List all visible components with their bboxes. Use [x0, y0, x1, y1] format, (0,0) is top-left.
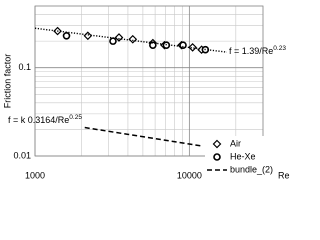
marker-circle: [109, 37, 117, 45]
legend-marker: [213, 153, 221, 161]
marker-diamond: [128, 34, 138, 44]
legend-label: bundle_(2): [230, 164, 273, 174]
y-tick-label: 0.01: [13, 150, 31, 160]
marker-circle: [179, 41, 187, 49]
x-axis-label: Re: [278, 170, 290, 180]
series-line: [84, 126, 202, 147]
y-tick-label: 0.1: [18, 62, 31, 72]
chart: Friction factor Re 0.01 0.1 1000 10000 f = 1…: [2, 5, 290, 180]
annotation-superscript: 0.23: [273, 45, 286, 52]
y-axis-label: Friction factor: [2, 54, 12, 109]
annotation-superscript: 0.25: [69, 114, 82, 121]
legend-label: He-Xe: [230, 151, 256, 161]
legend-marker: [212, 139, 222, 149]
plot-frame: [34, 5, 264, 157]
marker-circle: [149, 41, 157, 49]
x-tick-label: 10000: [177, 170, 202, 180]
x-tick-label: 1000: [25, 170, 45, 180]
annotation: f = 1.39/Re0.23: [229, 45, 286, 57]
marker-diamond: [114, 33, 124, 42]
legend-label: Air: [230, 138, 241, 148]
marker-diamond: [188, 43, 197, 52]
annotation-text: f = 1.39/Re: [229, 46, 273, 56]
annotation: f = k 0.3164/Re0.25: [8, 114, 82, 126]
marker-circle: [62, 31, 71, 40]
annotation-text: f = k 0.3164/Re: [8, 115, 69, 125]
marker-diamond: [83, 31, 93, 41]
